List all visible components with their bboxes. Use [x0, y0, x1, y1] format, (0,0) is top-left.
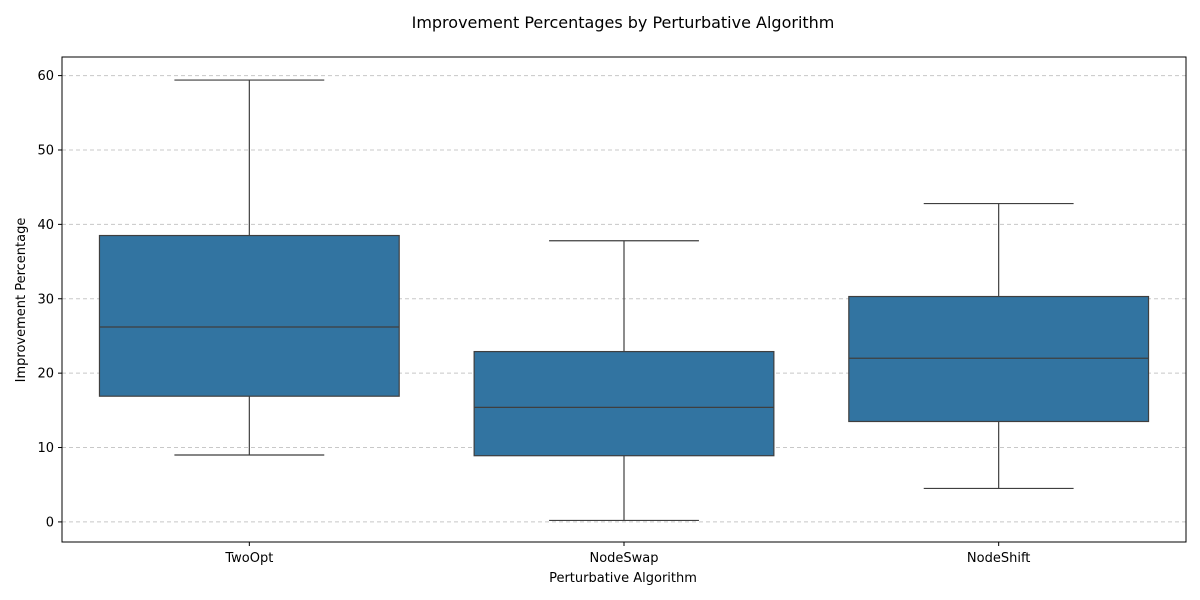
y-tick-label: 0 — [46, 515, 54, 530]
y-tick-label: 60 — [37, 69, 54, 84]
box-group-twoopt — [98, 79, 400, 456]
tick-layer: 0 10 20 30 40 50 60 TwoOpt NodeSwap NodeShift — [37, 69, 1030, 566]
y-axis-title: Improvement Percentage — [14, 218, 29, 383]
chart-title: Improvement Percentages by Perturbative … — [412, 13, 835, 32]
box-layer — [98, 79, 1150, 522]
y-tick-label: 20 — [37, 367, 54, 382]
y-tick-label: 30 — [37, 292, 54, 307]
iqr-box — [98, 234, 400, 397]
x-tick-label: NodeShift — [967, 551, 1030, 566]
box-group-nodeshift — [848, 202, 1150, 490]
x-tick-label: TwoOpt — [224, 551, 273, 566]
iqr-box — [473, 350, 775, 457]
y-tick-label: 40 — [37, 218, 54, 233]
y-tick-label: 10 — [37, 441, 54, 456]
iqr-box — [848, 295, 1150, 423]
x-axis-title: Perturbative Algorithm — [549, 571, 697, 586]
box-group-nodeswap — [473, 240, 775, 522]
y-tick-label: 50 — [37, 143, 54, 158]
x-tick-label: NodeSwap — [589, 551, 658, 566]
